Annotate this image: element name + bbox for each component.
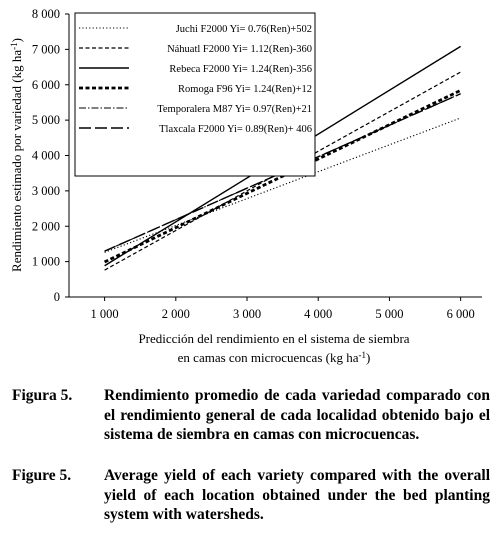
caption-english-text: Average yield of each variety compared w… (104, 467, 490, 523)
x-axis-ticks: 1 000 2 000 3 000 4 000 5 000 6 000 (91, 297, 475, 321)
legend-label: Romoga F96 Yi= 1.24(Ren)+12 (178, 84, 312, 95)
legend: Juchi F2000 Yi= 0.76(Ren)+502 Náhuatl F20… (74, 12, 316, 177)
legend-label: Náhuatl F2000 Yi= 1.12(Ren)-360 (167, 44, 312, 55)
x-tick-label: 4 000 (304, 307, 332, 321)
y-tick-label: 8 000 (32, 7, 60, 21)
caption-spanish-lead: Figura 5. (12, 387, 73, 404)
x-tick-label: 5 000 (375, 307, 403, 321)
y-axis-ticks: 0 1 000 2 000 3 000 4 000 5 000 6 000 7 000 8 00… (32, 7, 69, 304)
x-tick-label: 2 000 (162, 307, 190, 321)
legend-label: Temporalera M87 Yi= 0.97(Ren)+21 (157, 104, 312, 115)
y-tick-label: 0 (54, 290, 60, 304)
x-axis-title-line2: en camas con microcuencas (kg ha-1) (178, 350, 371, 365)
y-tick-label: 4 000 (32, 149, 60, 163)
caption-english-lead: Figure 5. (12, 467, 72, 484)
x-tick-label: 3 000 (233, 307, 261, 321)
x-tick-label: 1 000 (91, 307, 119, 321)
legend-label: Juchi F2000 Yi= 0.76(Ren)+502 (176, 24, 312, 35)
legend-label: Tlaxcala F2000 Yi= 0.89(Ren)+ 406 (159, 124, 312, 135)
y-tick-label: 6 000 (32, 78, 60, 92)
legend-box (74, 12, 316, 177)
y-tick-label: 5 000 (32, 113, 60, 127)
legend-label: Rebeca F2000 Yi= 1.24(Ren)-356 (169, 64, 312, 75)
y-tick-label: 7 000 (32, 42, 60, 56)
caption-spanish: Figura 5. Rendimiento promedio de cada v… (0, 386, 499, 466)
y-tick-label: 2 000 (32, 219, 60, 233)
chart: 0 1 000 2 000 3 000 4 000 5 000 6 000 7 000 8 00… (9, 7, 482, 365)
x-axis-title-line1: Predicción del rendimiento en el sistema… (138, 331, 409, 346)
caption-spanish-text: Rendimiento promedio de cada variedad co… (104, 387, 490, 443)
y-tick-label: 1 000 (32, 255, 60, 269)
y-axis-title: Rendimiento estimado por variedad (kg ha… (9, 38, 24, 272)
y-tick-label: 3 000 (32, 184, 60, 198)
series-line (104, 117, 461, 253)
caption-english: Figure 5. Average yield of each variety … (0, 466, 499, 536)
x-tick-label: 6 000 (447, 307, 475, 321)
